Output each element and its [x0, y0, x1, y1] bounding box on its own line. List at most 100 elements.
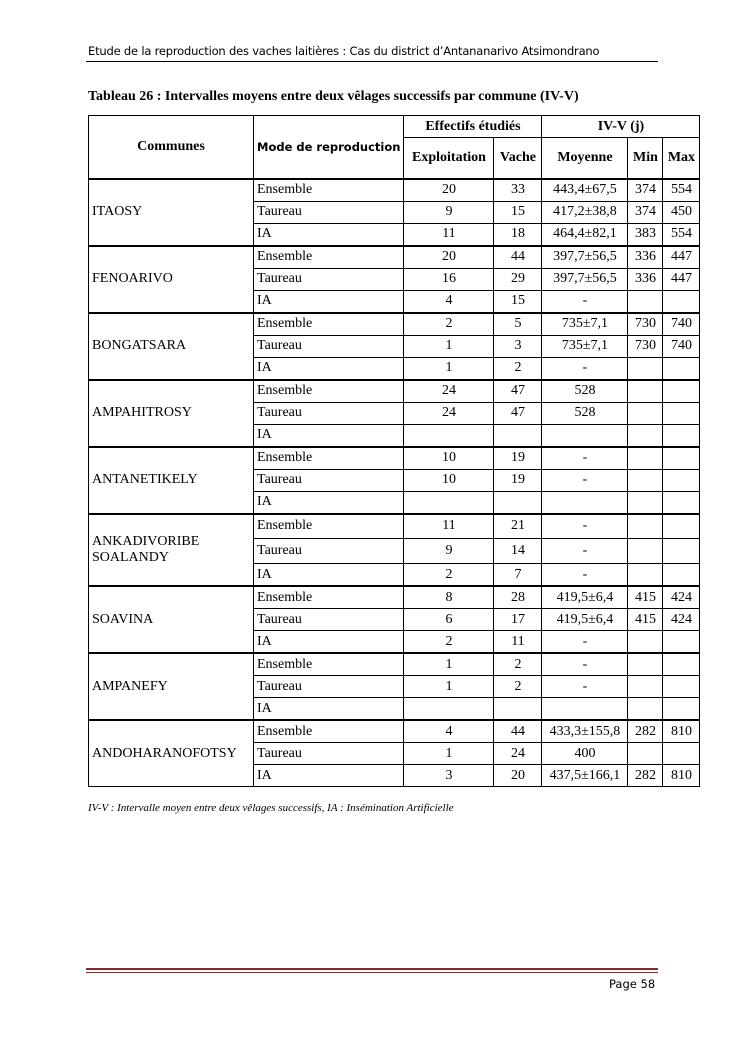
table-row: IA [89, 490, 701, 514]
vache-cell: 44 [493, 244, 543, 269]
header-moyenne: Moyenne [541, 137, 629, 179]
mode-cell: Taureau [252, 675, 405, 698]
exploitation-cell: 16 [403, 267, 495, 291]
max-cell: 740 [662, 311, 701, 336]
vache-cell: 11 [493, 630, 543, 654]
min-cell: 336 [627, 244, 664, 269]
min-cell: 415 [627, 608, 664, 631]
running-header: Etude de la reproduction des vaches lait… [88, 44, 600, 58]
min-cell [627, 675, 664, 698]
exploitation-cell: 24 [403, 378, 495, 403]
exploitation-cell: 2 [403, 630, 495, 654]
moyenne-cell: 419,5±6,4 [541, 585, 629, 609]
table-row: BONGATSARA Ensemble 2 5 735±7,1 730 740 [88, 311, 701, 380]
max-cell [662, 697, 701, 721]
moyenne-cell: 397,7±56,5 [541, 267, 629, 291]
mode-cell: Taureau [252, 200, 405, 224]
exploitation-cell: 4 [403, 719, 495, 743]
max-cell [662, 445, 701, 470]
mode-cell: Taureau [252, 468, 405, 492]
moyenne-cell: - [541, 538, 629, 564]
vache-cell [493, 697, 543, 721]
exploitation-cell: 6 [403, 608, 495, 631]
header-min: Min [627, 137, 664, 179]
moyenne-cell: 400 [541, 742, 629, 765]
max-cell: 554 [662, 222, 701, 246]
vache-cell: 19 [493, 468, 543, 492]
header-mode: Mode de reproduction [252, 115, 405, 179]
table-row: IA 11 18 464,4±82,1 383 554 [89, 222, 701, 246]
min-cell [627, 401, 664, 425]
mode-cell: Taureau [252, 538, 405, 564]
commune-cell: FENOARIVO [88, 244, 254, 313]
moyenne-cell: - [541, 630, 629, 654]
page-number: Page 58 [609, 977, 656, 991]
mode-cell: IA [252, 222, 405, 246]
min-cell [627, 445, 664, 470]
vache-cell: 24 [493, 742, 543, 765]
vache-cell: 19 [493, 445, 543, 470]
moyenne-cell: - [541, 289, 629, 313]
exploitation-cell: 24 [403, 401, 495, 425]
mode-cell: Ensemble [252, 378, 405, 403]
moyenne-cell: 419,5±6,4 [541, 608, 629, 631]
mode-cell: Ensemble [252, 585, 405, 609]
exploitation-cell: 3 [403, 764, 495, 787]
mode-cell: Ensemble [252, 311, 405, 336]
mode-cell: Taureau [252, 267, 405, 291]
max-cell: 450 [662, 200, 701, 224]
exploitation-cell: 20 [403, 244, 495, 269]
table-row: Taureau 1 24 400 [89, 742, 701, 765]
max-cell: 447 [662, 244, 701, 269]
moyenne-cell [541, 490, 629, 514]
vache-cell: 33 [493, 177, 543, 202]
min-cell [627, 652, 664, 676]
footer-rule [86, 968, 658, 970]
min-cell [627, 289, 664, 313]
vache-cell: 21 [493, 512, 543, 539]
max-cell [662, 563, 701, 587]
moyenne-cell: - [541, 563, 629, 587]
table-row: Taureau 6 17 419,5±6,4 415 424 [89, 608, 701, 631]
mode-cell: IA [252, 563, 405, 587]
table-row: Taureau 1 3 735±7,1 730 740 [89, 334, 701, 358]
mode-cell: IA [252, 697, 405, 721]
max-cell [662, 742, 701, 765]
moyenne-cell: 443,4±67,5 [541, 177, 629, 202]
table-row: FENOARIVO Ensemble 20 44 397,7±56,5 336 447 [88, 244, 701, 313]
commune-cell: ANDOHARANOFOTSY [88, 719, 254, 787]
mode-cell: Ensemble [252, 445, 405, 470]
max-cell [662, 538, 701, 564]
table-row: ANDOHARANOFOTSY Ensemble 4 44 433,3±155,8 282… [88, 719, 701, 787]
table-row: SOAVINA Ensemble 8 28 419,5±6,4 415 424 [88, 585, 701, 654]
min-cell: 415 [627, 585, 664, 609]
mode-cell: Taureau [252, 742, 405, 765]
min-cell: 374 [627, 177, 664, 202]
exploitation-cell: 9 [403, 538, 495, 564]
exploitation-cell: 10 [403, 468, 495, 492]
min-cell [627, 378, 664, 403]
exploitation-cell [403, 697, 495, 721]
vache-cell [493, 423, 543, 447]
moyenne-cell: 464,4±82,1 [541, 222, 629, 246]
min-cell [627, 356, 664, 380]
mode-cell: IA [252, 289, 405, 313]
max-cell [662, 289, 701, 313]
table-row: Taureau 10 19- [89, 468, 701, 492]
max-cell [662, 356, 701, 380]
max-cell [662, 468, 701, 492]
header-max: Max [662, 137, 701, 179]
table-row: ITAOSY Ensemble 20 33 443,4±67,5 374 554 [88, 177, 701, 246]
vache-cell: 17 [493, 608, 543, 631]
table-row: IA [89, 423, 701, 447]
exploitation-cell: 2 [403, 563, 495, 587]
exploitation-cell: 1 [403, 356, 495, 380]
moyenne-cell: 528 [541, 378, 629, 403]
min-cell: 282 [627, 764, 664, 787]
exploitation-cell: 9 [403, 200, 495, 224]
moyenne-cell: 528 [541, 401, 629, 425]
exploitation-cell: 2 [403, 311, 495, 336]
table-row: IA 3 20 437,5±166,1 282 810 [89, 764, 701, 787]
min-cell: 730 [627, 334, 664, 358]
table-row: Taureau 9 15 417,2±38,8 374 450 [89, 200, 701, 224]
